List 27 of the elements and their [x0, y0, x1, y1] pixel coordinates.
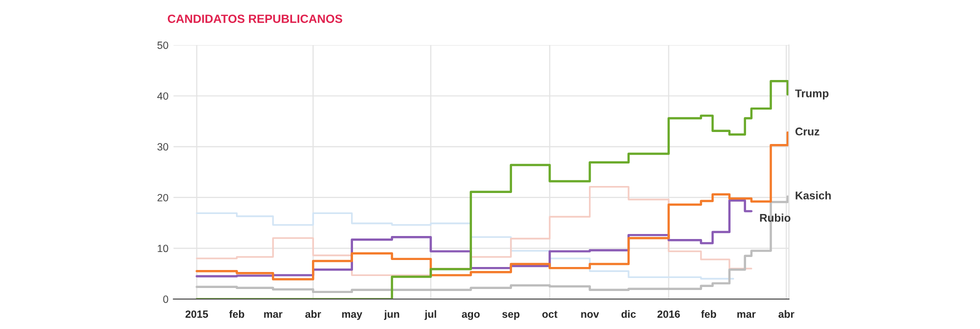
- y-tick-label: 40: [157, 92, 168, 100]
- x-tick-label: 2016: [657, 310, 680, 318]
- x-tick-label: abr: [778, 310, 794, 318]
- x-tick-label: sep: [502, 312, 520, 320]
- series-label: Kasich: [796, 191, 831, 200]
- x-tick-label: may: [342, 312, 362, 320]
- x-tick-label: ago: [462, 312, 480, 320]
- series-label: Cruz: [795, 128, 820, 136]
- y-tick-label: 0: [163, 296, 168, 303]
- x-tick-label: mar: [264, 312, 282, 318]
- x-tick-label: dic: [621, 310, 636, 318]
- x-tick-label: oct: [542, 310, 558, 318]
- series-label: Rubio: [760, 214, 790, 222]
- x-tick-label: mar: [737, 312, 756, 318]
- y-tick-label: 20: [158, 194, 168, 202]
- y-tick-label: 10: [158, 244, 168, 252]
- x-tick-label: 2015: [186, 310, 208, 318]
- x-tick-label: nov: [581, 312, 599, 318]
- x-tick-label: jul: [424, 310, 436, 320]
- x-tick-label: jun: [384, 310, 400, 320]
- x-tick-label: feb: [229, 310, 244, 318]
- y-tick-label: 50: [157, 42, 168, 49]
- x-tick-label: feb: [701, 310, 716, 318]
- x-tick-label: abr: [305, 310, 322, 318]
- chart-title: CANDIDATOS REPUBLICANOS: [168, 14, 342, 23]
- series-label: Trump: [795, 90, 828, 100]
- y-tick-label: 30: [157, 143, 168, 151]
